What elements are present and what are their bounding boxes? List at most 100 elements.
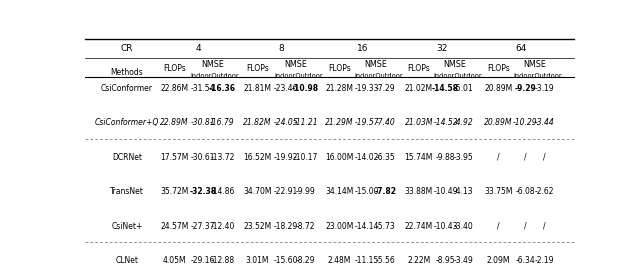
Text: -27.37: -27.37: [191, 222, 215, 230]
Text: -4.13: -4.13: [454, 187, 474, 196]
Text: NMSE: NMSE: [365, 60, 388, 69]
Text: CR: CR: [121, 44, 133, 53]
Text: -8.95: -8.95: [436, 256, 456, 265]
Text: CLNet: CLNet: [116, 256, 139, 265]
Text: 24.57M: 24.57M: [160, 222, 188, 230]
Text: -15.60: -15.60: [273, 256, 298, 265]
Text: /: /: [524, 153, 527, 162]
Text: 34.70M: 34.70M: [243, 187, 272, 196]
Text: 33.75M: 33.75M: [484, 187, 513, 196]
Text: 35.72M: 35.72M: [160, 187, 188, 196]
Text: -5.01: -5.01: [454, 84, 474, 93]
Text: 21.82M: 21.82M: [243, 118, 272, 127]
Text: Methods: Methods: [111, 68, 143, 77]
Text: 4: 4: [195, 44, 201, 53]
Text: -10.17: -10.17: [294, 153, 318, 162]
Text: -4.92: -4.92: [454, 118, 474, 127]
Text: 2.22M: 2.22M: [407, 256, 430, 265]
Text: 16: 16: [356, 44, 368, 53]
Text: 17.57M: 17.57M: [160, 153, 188, 162]
Text: IndoorOutdoor: IndoorOutdoor: [355, 73, 403, 79]
Text: 2.09M: 2.09M: [487, 256, 510, 265]
Text: -24.05: -24.05: [273, 118, 298, 127]
Text: -22.91: -22.91: [274, 187, 298, 196]
Text: 8: 8: [278, 44, 284, 53]
Text: 4.05M: 4.05M: [163, 256, 186, 265]
Text: 23.52M: 23.52M: [243, 222, 272, 230]
Text: 21.28M: 21.28M: [325, 84, 353, 93]
Text: -18.29: -18.29: [274, 222, 298, 230]
Text: -14.14: -14.14: [355, 222, 379, 230]
Text: 20.89M: 20.89M: [484, 118, 513, 127]
Text: -2.62: -2.62: [534, 187, 554, 196]
Text: 3.01M: 3.01M: [246, 256, 269, 265]
Text: 16.00M: 16.00M: [325, 153, 353, 162]
Text: -7.82: -7.82: [374, 187, 397, 196]
Text: DCRNet: DCRNet: [112, 153, 142, 162]
Text: 21.29M: 21.29M: [325, 118, 354, 127]
Text: -32.38: -32.38: [189, 187, 216, 196]
Text: -7.29: -7.29: [376, 84, 396, 93]
Text: -16.36: -16.36: [209, 84, 236, 93]
Text: -15.00: -15.00: [355, 187, 379, 196]
Text: -6.08: -6.08: [516, 187, 535, 196]
Text: -14.86: -14.86: [210, 187, 234, 196]
Text: -31.54: -31.54: [191, 84, 215, 93]
Text: CsiConformer: CsiConformer: [101, 84, 153, 93]
Text: -5.73: -5.73: [376, 222, 396, 230]
Text: 33.88M: 33.88M: [404, 187, 433, 196]
Text: 23.00M: 23.00M: [325, 222, 353, 230]
Text: -3.44: -3.44: [534, 118, 554, 127]
Text: -9.99: -9.99: [296, 187, 316, 196]
Text: 32: 32: [436, 44, 447, 53]
Text: IndoorOutdoor: IndoorOutdoor: [433, 73, 481, 79]
Text: 21.81M: 21.81M: [244, 84, 271, 93]
Text: FLOPs: FLOPs: [487, 65, 510, 73]
Text: IndoorOutdoor: IndoorOutdoor: [513, 73, 562, 79]
Text: /: /: [543, 222, 545, 230]
Text: FLOPs: FLOPs: [328, 65, 351, 73]
Text: -8.29: -8.29: [296, 256, 316, 265]
Text: 15.74M: 15.74M: [404, 153, 433, 162]
Text: -10.49: -10.49: [433, 187, 458, 196]
Text: -19.33: -19.33: [355, 84, 379, 93]
Text: NMSE: NMSE: [524, 60, 547, 69]
Text: -3.95: -3.95: [454, 153, 474, 162]
Text: /: /: [524, 222, 527, 230]
Text: -8.72: -8.72: [296, 222, 316, 230]
Text: -13.72: -13.72: [210, 153, 234, 162]
Text: NMSE: NMSE: [444, 60, 467, 69]
Text: 21.02M: 21.02M: [404, 84, 433, 93]
Text: -29.16: -29.16: [191, 256, 215, 265]
Text: FLOPs: FLOPs: [246, 65, 269, 73]
Text: -11.15: -11.15: [355, 256, 379, 265]
Text: -19.92: -19.92: [274, 153, 298, 162]
Text: 2.48M: 2.48M: [328, 256, 351, 265]
Text: -3.19: -3.19: [534, 84, 554, 93]
Text: -7.40: -7.40: [376, 118, 396, 127]
Text: -6.35: -6.35: [376, 153, 396, 162]
Text: -19.57: -19.57: [355, 118, 379, 127]
Text: -6.34: -6.34: [516, 256, 535, 265]
Text: NMSE: NMSE: [202, 60, 225, 69]
Text: -16.79: -16.79: [210, 118, 235, 127]
Text: -12.40: -12.40: [210, 222, 234, 230]
Text: FLOPs: FLOPs: [163, 65, 186, 73]
Text: -10.43: -10.43: [433, 222, 458, 230]
Text: -9.29: -9.29: [515, 84, 536, 93]
Text: 64: 64: [516, 44, 527, 53]
Text: 34.14M: 34.14M: [325, 187, 353, 196]
Text: -3.49: -3.49: [454, 256, 474, 265]
Text: IndoorOutdoor: IndoorOutdoor: [274, 73, 323, 79]
Text: -5.56: -5.56: [376, 256, 396, 265]
Text: -9.88: -9.88: [436, 153, 455, 162]
Text: CsiConformer+Q: CsiConformer+Q: [95, 118, 159, 127]
Text: -11.21: -11.21: [293, 118, 318, 127]
Text: FLOPs: FLOPs: [408, 65, 430, 73]
Text: /: /: [543, 153, 545, 162]
Text: NMSE: NMSE: [284, 60, 307, 69]
Text: -2.19: -2.19: [534, 256, 554, 265]
Text: 22.86M: 22.86M: [160, 84, 188, 93]
Text: TransNet: TransNet: [110, 187, 144, 196]
Text: 20.89M: 20.89M: [484, 84, 513, 93]
